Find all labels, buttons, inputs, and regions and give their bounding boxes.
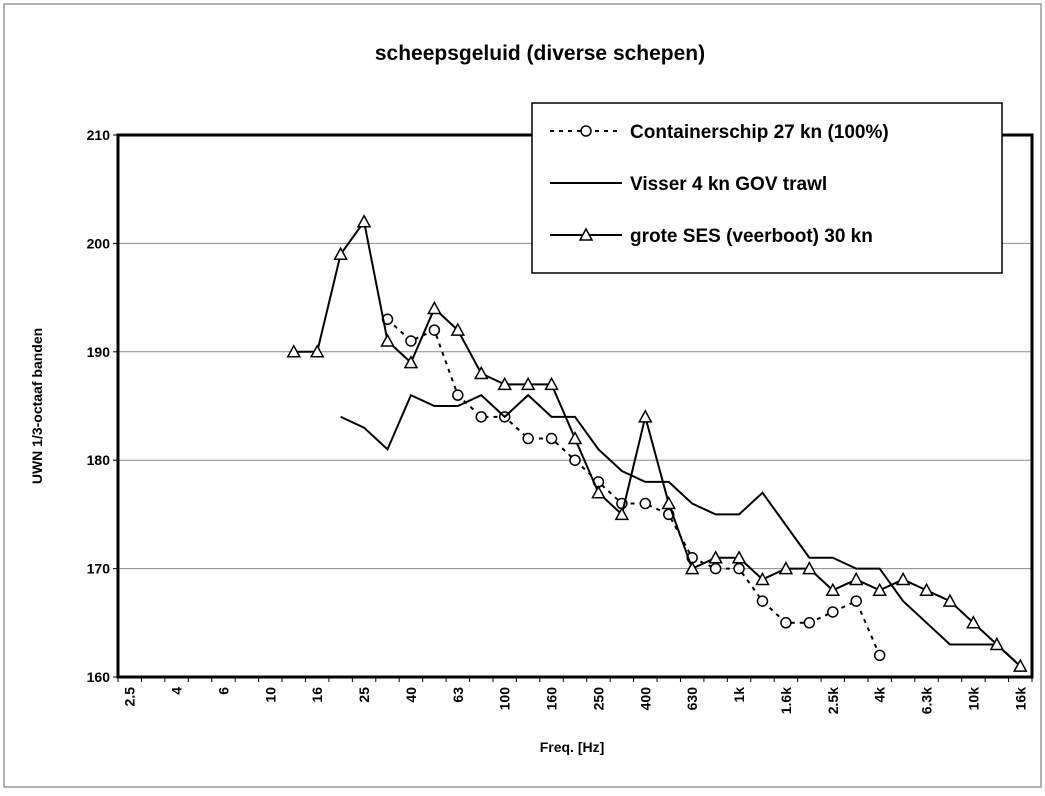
data-point (733, 562, 745, 575)
data-point (825, 582, 841, 597)
data-point (520, 376, 536, 391)
data-point (452, 389, 464, 401)
data-point (1013, 658, 1028, 672)
data-point (638, 409, 653, 423)
legend-marker (578, 227, 594, 241)
data-point (919, 582, 934, 597)
x-tick-label: 40 (403, 687, 419, 703)
series (340, 393, 1021, 667)
data-point (333, 246, 348, 260)
data-point (591, 485, 606, 499)
x-tick-label: 16k (1012, 687, 1028, 711)
data-point (803, 617, 816, 629)
x-tick-label: 100 (497, 687, 513, 711)
data-point (755, 571, 770, 586)
x-tick-label: 400 (637, 687, 653, 711)
data-point (708, 550, 723, 564)
data-point (684, 561, 700, 575)
legend-label: Containerschip 27 kn (100%) (630, 122, 889, 143)
y-tick-label: 160 (87, 669, 111, 685)
x-tick-label: 10k (965, 687, 981, 711)
data-point (827, 606, 839, 618)
data-point (428, 324, 441, 336)
x-tick-label: 4 (169, 687, 185, 695)
data-point (639, 497, 652, 510)
data-point (450, 322, 466, 336)
y-tick-label: 170 (87, 561, 111, 577)
y-tick-label: 190 (87, 344, 111, 360)
series-line (386, 318, 881, 656)
data-point (403, 355, 419, 369)
data-point (475, 411, 488, 423)
x-tick-label: 160 (544, 687, 560, 711)
y-axis-label: UWN 1/3-octaaf banden (29, 328, 45, 484)
data-point (895, 571, 911, 586)
x-tick-label: 250 (590, 687, 606, 711)
data-point (356, 214, 372, 228)
data-point (614, 506, 630, 521)
data-point (872, 582, 887, 597)
series (286, 214, 1028, 672)
data-point (942, 593, 958, 607)
data-point (405, 335, 417, 347)
x-tick-label: 2.5k (825, 687, 841, 714)
x-tick-label: 63 (450, 687, 466, 703)
data-point (567, 430, 583, 445)
x-tick-label: 1k (731, 687, 747, 703)
data-point (497, 376, 512, 391)
data-point (569, 454, 581, 466)
data-point (802, 561, 817, 575)
data-point (756, 595, 769, 607)
data-point (286, 344, 302, 358)
data-point (989, 636, 1005, 651)
series-line (340, 393, 1021, 667)
legend-box (531, 102, 1003, 274)
x-tick-label: 1.6k (778, 687, 794, 714)
x-tick-label: 2.5 (122, 687, 138, 707)
data-point (778, 561, 794, 575)
data-point (966, 615, 981, 629)
legend-label: Visser 4 kn GOV trawl (630, 174, 827, 195)
data-point (545, 432, 558, 445)
data-point (544, 376, 559, 391)
x-tick-label: 6.3k (919, 687, 935, 714)
x-tick-label: 4k (872, 687, 888, 703)
x-axis-label: Freq. [Hz] (540, 739, 605, 755)
x-tick-label: 16 (309, 687, 325, 703)
legend-label: grote SES (veerboot) 30 kn (630, 226, 873, 247)
data-point (380, 333, 395, 347)
data-point (473, 365, 489, 380)
data-point (661, 495, 677, 510)
chart-title: scheepsgeluid (diverse schepen) (375, 42, 705, 65)
x-tick-label: 10 (262, 687, 278, 703)
data-point (309, 344, 325, 358)
data-point (709, 562, 722, 575)
x-tick-label: 6 (215, 687, 231, 695)
data-point (731, 550, 747, 564)
y-tick-label: 180 (87, 452, 111, 468)
legend: Containerschip 27 kn (100%) Visser 4 kn G… (531, 102, 1003, 274)
chart-border (3, 3, 1042, 788)
data-point (873, 649, 886, 662)
y-tick-label: 200 (87, 235, 111, 251)
legend-marker (580, 125, 592, 137)
y-tick-label: 210 (87, 127, 111, 143)
x-tick-label: 630 (684, 687, 700, 711)
data-point (780, 617, 792, 629)
data-point (850, 595, 862, 607)
data-point (848, 571, 864, 586)
x-tick-label: 25 (356, 687, 372, 703)
data-point (522, 432, 534, 445)
data-point (427, 300, 442, 315)
